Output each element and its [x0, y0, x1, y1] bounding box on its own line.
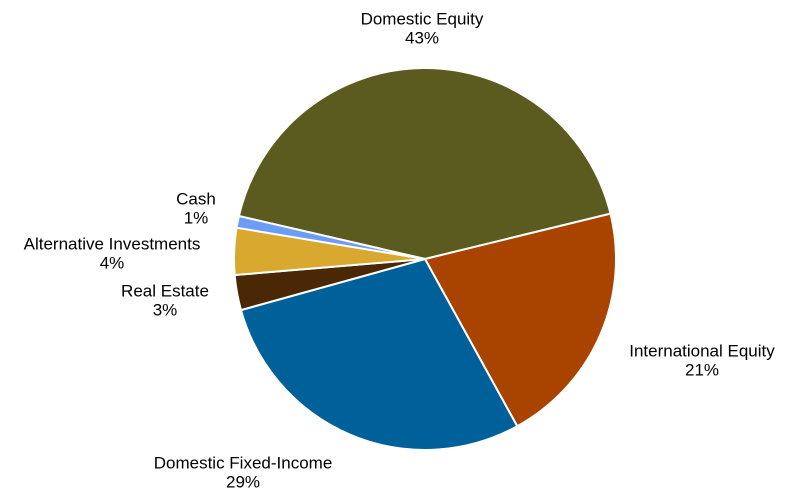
pie-slice	[423, 212, 617, 428]
slice-value-label: 21%	[685, 360, 719, 379]
pie-slice	[239, 257, 519, 451]
slice-value-label: 3%	[153, 300, 178, 319]
slice-value-label: 43%	[405, 28, 439, 47]
slice-value-label: 4%	[100, 253, 125, 272]
slice-label: Alternative Investments	[24, 234, 201, 253]
slice-value-label: 29%	[226, 472, 260, 491]
slice-label: Cash	[176, 189, 216, 208]
slice-label: Domestic Fixed-Income	[154, 453, 333, 472]
slice-label: International Equity	[629, 341, 775, 360]
slice-label: Real Estate	[121, 281, 209, 300]
pie-slice	[237, 67, 612, 261]
pie-slice	[235, 214, 426, 260]
slice-label: Domestic Equity	[361, 9, 484, 28]
slice-value-label: 1%	[184, 208, 209, 227]
